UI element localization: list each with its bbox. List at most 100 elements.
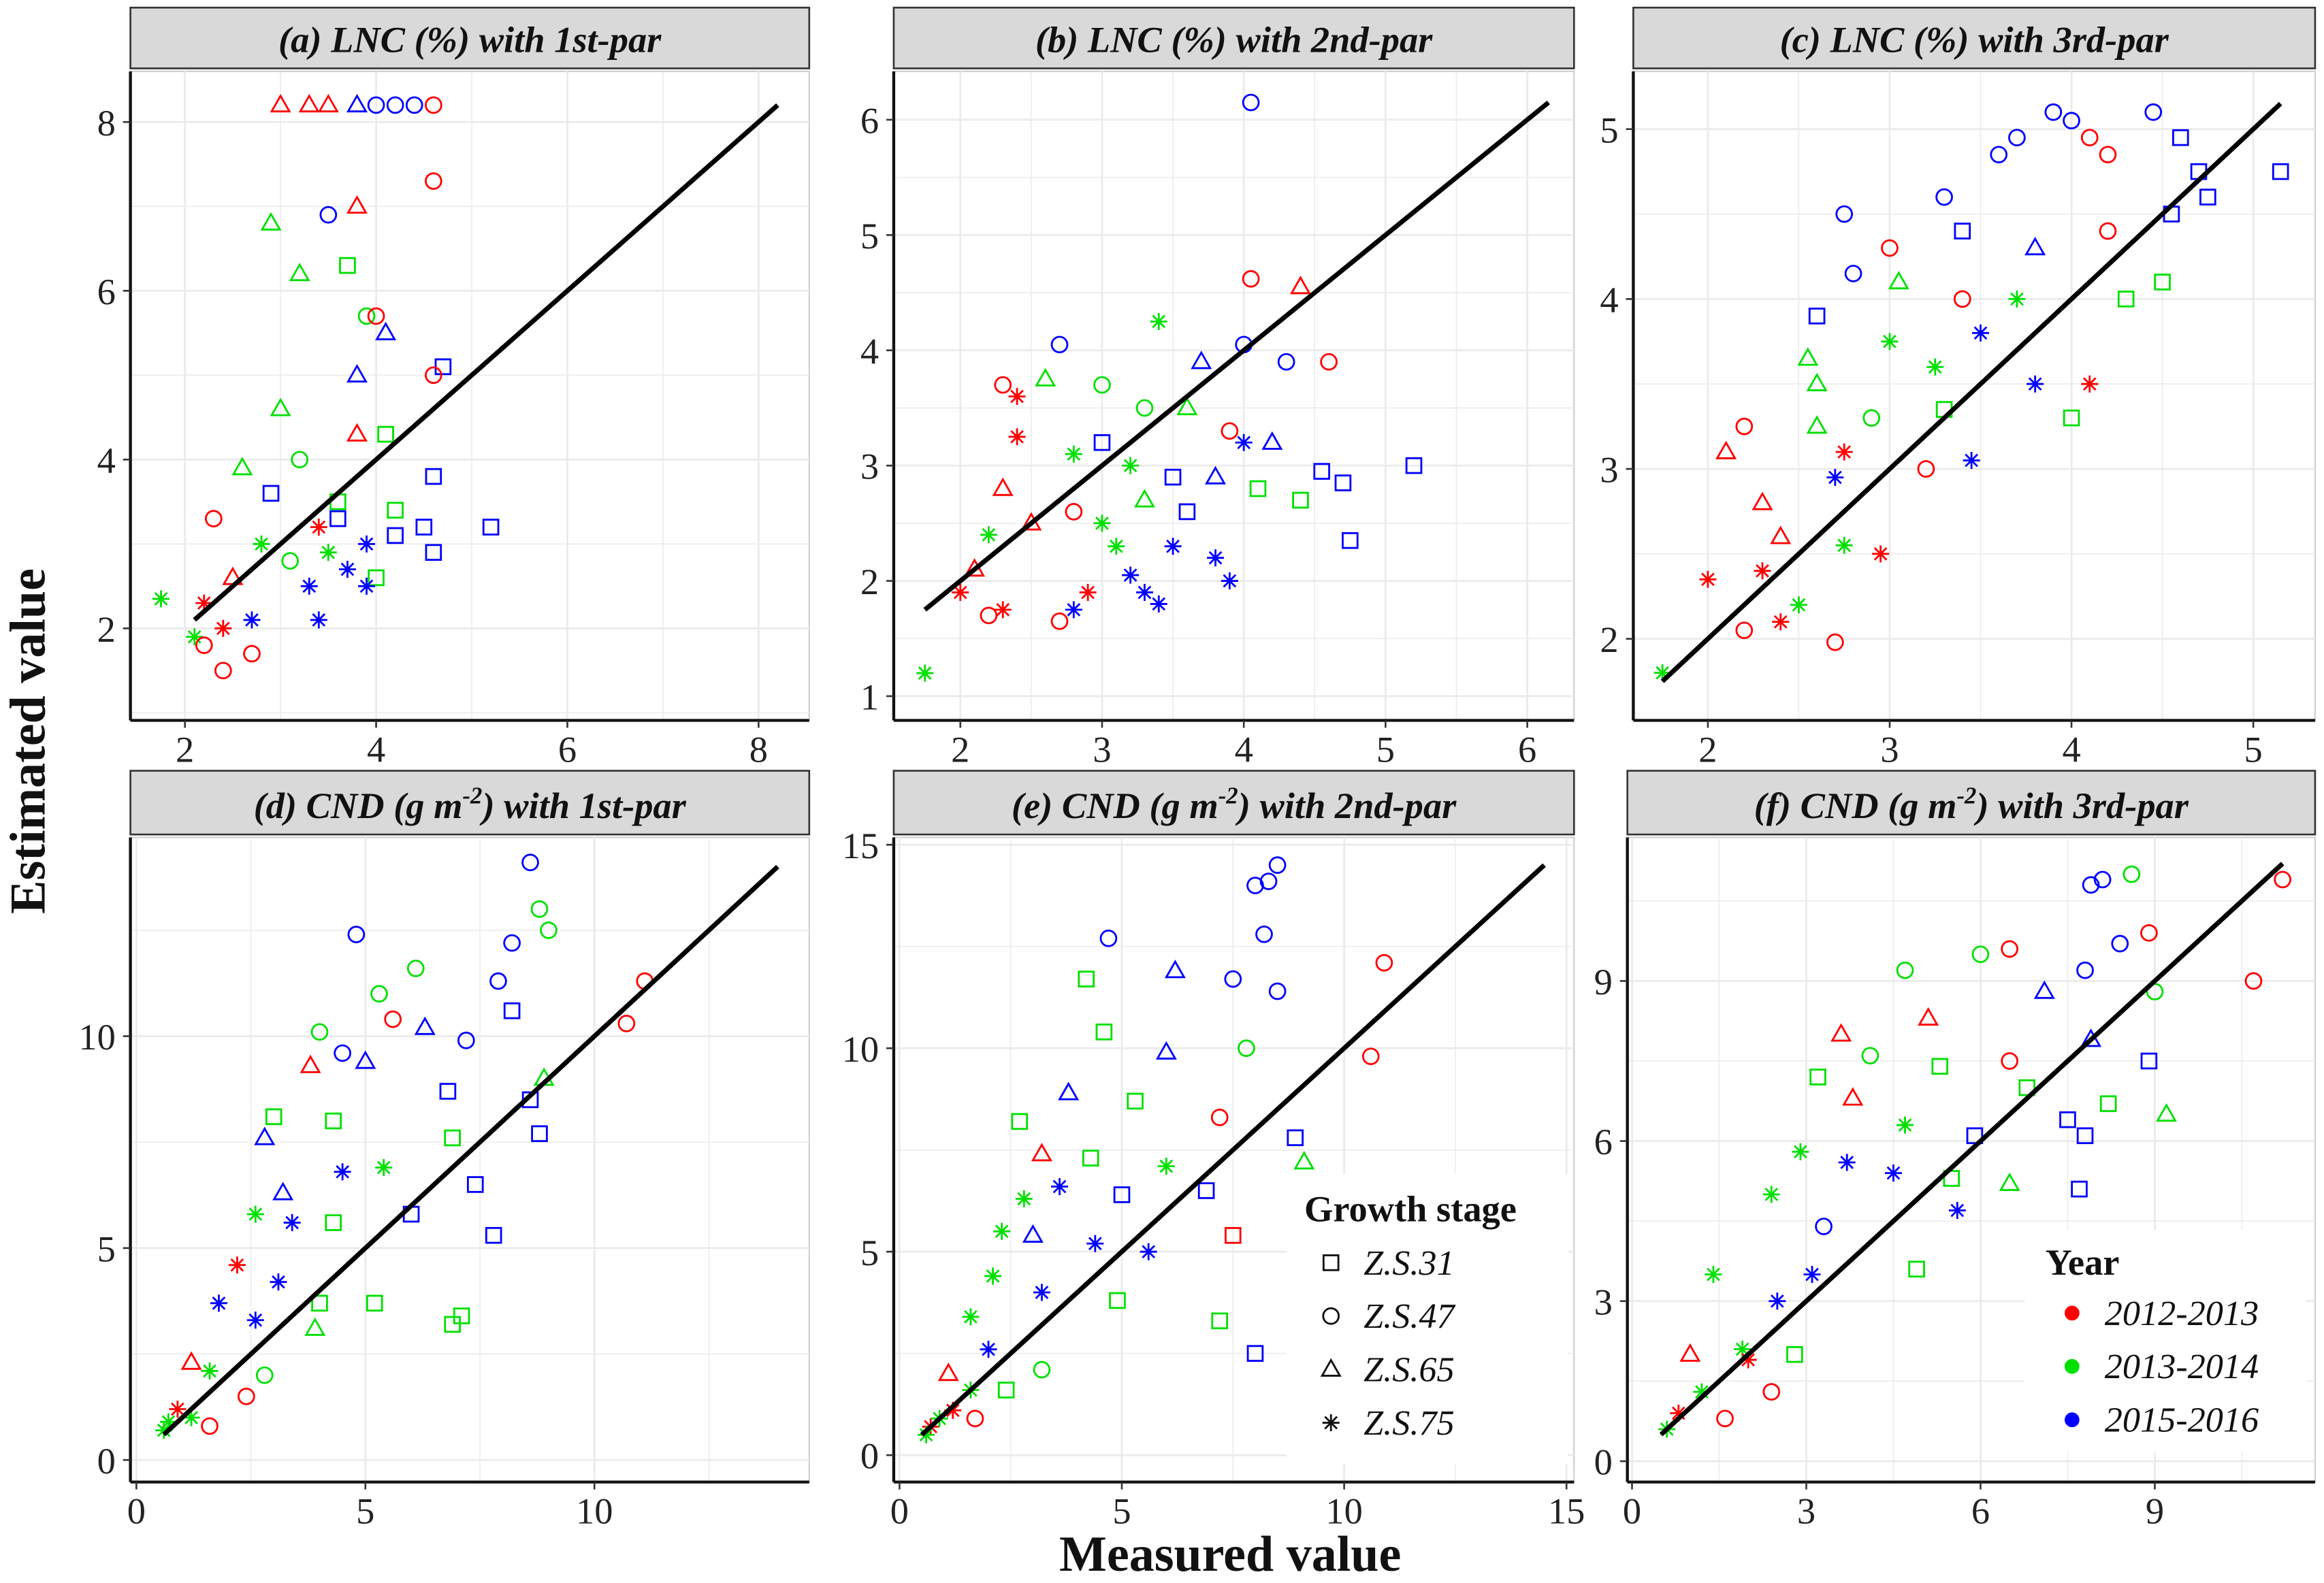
data-point xyxy=(255,1366,274,1384)
data-point xyxy=(367,96,385,114)
data-point xyxy=(1008,428,1026,446)
triangle-marker xyxy=(1797,347,1819,366)
square-marker xyxy=(325,1214,342,1231)
triangle-marker xyxy=(937,1362,959,1382)
legend-stage-label: Z.S.65 xyxy=(1363,1350,1455,1390)
circle-marker xyxy=(2008,129,2026,147)
square-marker xyxy=(1011,1113,1029,1130)
data-point xyxy=(1079,583,1097,601)
data-point xyxy=(1242,93,1260,112)
circle-marker xyxy=(1815,1218,1833,1235)
data-point xyxy=(1268,856,1287,875)
panel-strip xyxy=(892,6,1575,69)
panel-title: (c) LNC (%) with 3rd-par xyxy=(1779,19,2169,61)
data-point xyxy=(1835,205,1854,223)
square-marker xyxy=(2063,409,2080,427)
circle-marker xyxy=(2080,129,2099,147)
square-marker xyxy=(439,1083,457,1100)
data-point xyxy=(1405,457,1423,474)
x-tick-label: 5 xyxy=(1376,728,1395,770)
panel-b: (b) LNC (%) with 2nd-par 2 3 4 5 6 1 2 3 4 5 6 xyxy=(860,6,1575,770)
data-point xyxy=(243,644,261,663)
asterisk-stroke xyxy=(255,537,268,551)
triangle-marker xyxy=(2155,1103,2178,1122)
circle-marker xyxy=(1033,1360,1051,1379)
y-tick-label: 0 xyxy=(97,1440,116,1482)
data-point xyxy=(346,423,368,442)
data-point xyxy=(503,934,521,952)
square-marker xyxy=(1342,532,1359,549)
data-point xyxy=(1221,422,1239,440)
square-marker xyxy=(1405,457,1423,474)
triangle-marker xyxy=(1058,1081,1080,1100)
triangle-marker xyxy=(1806,372,1828,391)
one-to-one-line xyxy=(193,103,779,622)
data-point xyxy=(415,519,433,536)
circle-marker xyxy=(310,1023,329,1041)
circle-marker xyxy=(367,96,385,114)
data-point xyxy=(2140,1052,2158,1070)
data-point xyxy=(195,636,213,654)
triangle-marker xyxy=(1806,415,1828,434)
data-point xyxy=(339,257,356,274)
data-point xyxy=(1762,1186,1780,1203)
circle-marker xyxy=(966,1409,984,1428)
data-point xyxy=(1277,353,1295,371)
data-point xyxy=(2033,980,2055,999)
asterisk-stroke xyxy=(1773,615,1788,629)
asterisk-stroke xyxy=(1950,1203,1965,1218)
data-point xyxy=(357,307,376,325)
data-point xyxy=(346,195,368,214)
data-point xyxy=(1221,572,1238,590)
data-point xyxy=(1058,1081,1080,1100)
data-point xyxy=(2272,163,2289,180)
y-tick-label: 10 xyxy=(842,1028,879,1070)
panel-strip xyxy=(1626,770,2317,836)
data-point xyxy=(1770,525,1792,544)
asterisk-stroke xyxy=(1756,564,1769,578)
data-point xyxy=(1191,350,1212,370)
asterisk-stroke xyxy=(248,1313,263,1327)
data-point xyxy=(281,552,300,570)
data-point xyxy=(1842,1087,1864,1106)
data-point xyxy=(992,477,1014,496)
data-point xyxy=(2099,222,2117,240)
legend-year: Year 2012-2013 2013-2014 2015-2016 xyxy=(2024,1230,2306,1453)
data-point xyxy=(317,93,339,113)
asterisk-stroke xyxy=(359,537,374,551)
data-point xyxy=(2027,375,2044,393)
one-to-one-line xyxy=(162,864,779,1437)
circle-marker xyxy=(204,510,223,527)
data-point xyxy=(180,1351,202,1370)
triangle-marker xyxy=(1918,1007,1939,1026)
asterisk-stroke xyxy=(964,1310,978,1324)
data-point xyxy=(201,1362,219,1380)
asterisk-stroke xyxy=(1035,1286,1049,1299)
data-point xyxy=(1931,1058,1949,1075)
y-tick-label: 1 xyxy=(860,676,879,718)
asterisk-stroke xyxy=(1805,1267,1819,1282)
data-point xyxy=(952,583,969,601)
data-point xyxy=(2140,924,2158,942)
x-tick-label: 2 xyxy=(176,728,194,770)
x-tick-label: 6 xyxy=(1971,1490,1990,1532)
data-point xyxy=(937,1362,959,1382)
asterisk-stroke xyxy=(245,613,259,627)
triangle-marker xyxy=(317,93,339,113)
circle-marker xyxy=(1277,353,1295,371)
data-point xyxy=(310,518,327,536)
asterisk-stroke xyxy=(1067,447,1081,461)
data-point xyxy=(1164,960,1186,979)
data-point xyxy=(1050,612,1069,630)
square-marker xyxy=(265,1108,283,1126)
data-point xyxy=(1109,1292,1126,1309)
panel-strip xyxy=(892,770,1575,836)
data-point xyxy=(1093,434,1111,451)
data-point xyxy=(2008,290,2026,308)
circle-marker xyxy=(195,636,213,654)
x-tick-label: 6 xyxy=(558,728,577,770)
data-point xyxy=(1242,270,1260,288)
circle-marker xyxy=(521,853,539,872)
data-point xyxy=(1268,982,1287,1000)
data-point xyxy=(1033,1360,1051,1379)
